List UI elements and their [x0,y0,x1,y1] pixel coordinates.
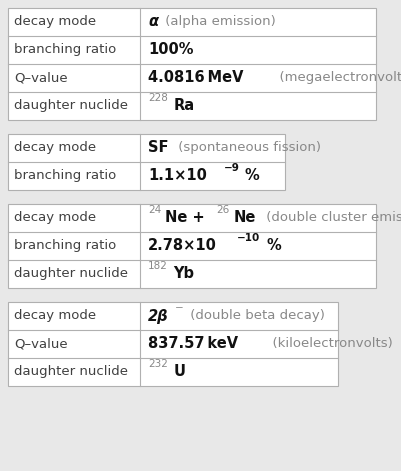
Text: daughter nuclide: daughter nuclide [14,99,128,113]
Text: −10: −10 [236,233,259,243]
Bar [8,302,337,386]
Text: −: − [174,303,183,313]
Text: 2.78×10: 2.78×10 [148,238,216,253]
Text: −9: −9 [223,163,239,173]
Text: Q–value: Q–value [14,338,67,350]
Text: (kiloelectronvolts): (kiloelectronvolts) [263,338,392,350]
Text: Yb: Yb [173,267,194,282]
Text: SF: SF [148,140,168,155]
Text: daughter nuclide: daughter nuclide [14,365,128,379]
Text: decay mode: decay mode [14,309,96,323]
Text: decay mode: decay mode [14,141,96,154]
Text: 100%: 100% [148,42,193,57]
Text: branching ratio: branching ratio [14,239,116,252]
Bar [8,134,285,190]
Text: 182: 182 [148,261,168,271]
Text: %: % [244,169,259,184]
Text: 4.0816 MeV: 4.0816 MeV [148,71,243,86]
Text: 26: 26 [216,205,229,215]
Text: (spontaneous fission): (spontaneous fission) [174,141,321,154]
Text: Ra: Ra [173,98,194,114]
Text: %: % [266,238,281,253]
Text: branching ratio: branching ratio [14,170,116,182]
Text: branching ratio: branching ratio [14,43,116,57]
Text: 2β: 2β [148,309,168,324]
Text: (alpha emission): (alpha emission) [160,16,275,29]
Text: Ne: Ne [233,211,255,226]
Text: (double beta decay): (double beta decay) [185,309,324,323]
Text: Q–value: Q–value [14,72,67,84]
Text: (megaelectronvolts): (megaelectronvolts) [271,72,401,84]
Bar [8,204,375,288]
Text: 228: 228 [148,93,168,103]
Text: decay mode: decay mode [14,16,96,29]
Text: decay mode: decay mode [14,211,96,225]
Text: 232: 232 [148,359,168,369]
Text: Ne +: Ne + [165,211,204,226]
Text: U: U [173,365,185,380]
Text: daughter nuclide: daughter nuclide [14,268,128,281]
Text: 837.57 keV: 837.57 keV [148,336,237,351]
Text: 24: 24 [148,205,161,215]
Text: 1.1×10: 1.1×10 [148,169,207,184]
Text: (double cluster emission): (double cluster emission) [261,211,401,225]
Bar [8,8,375,120]
Text: α: α [148,15,158,30]
